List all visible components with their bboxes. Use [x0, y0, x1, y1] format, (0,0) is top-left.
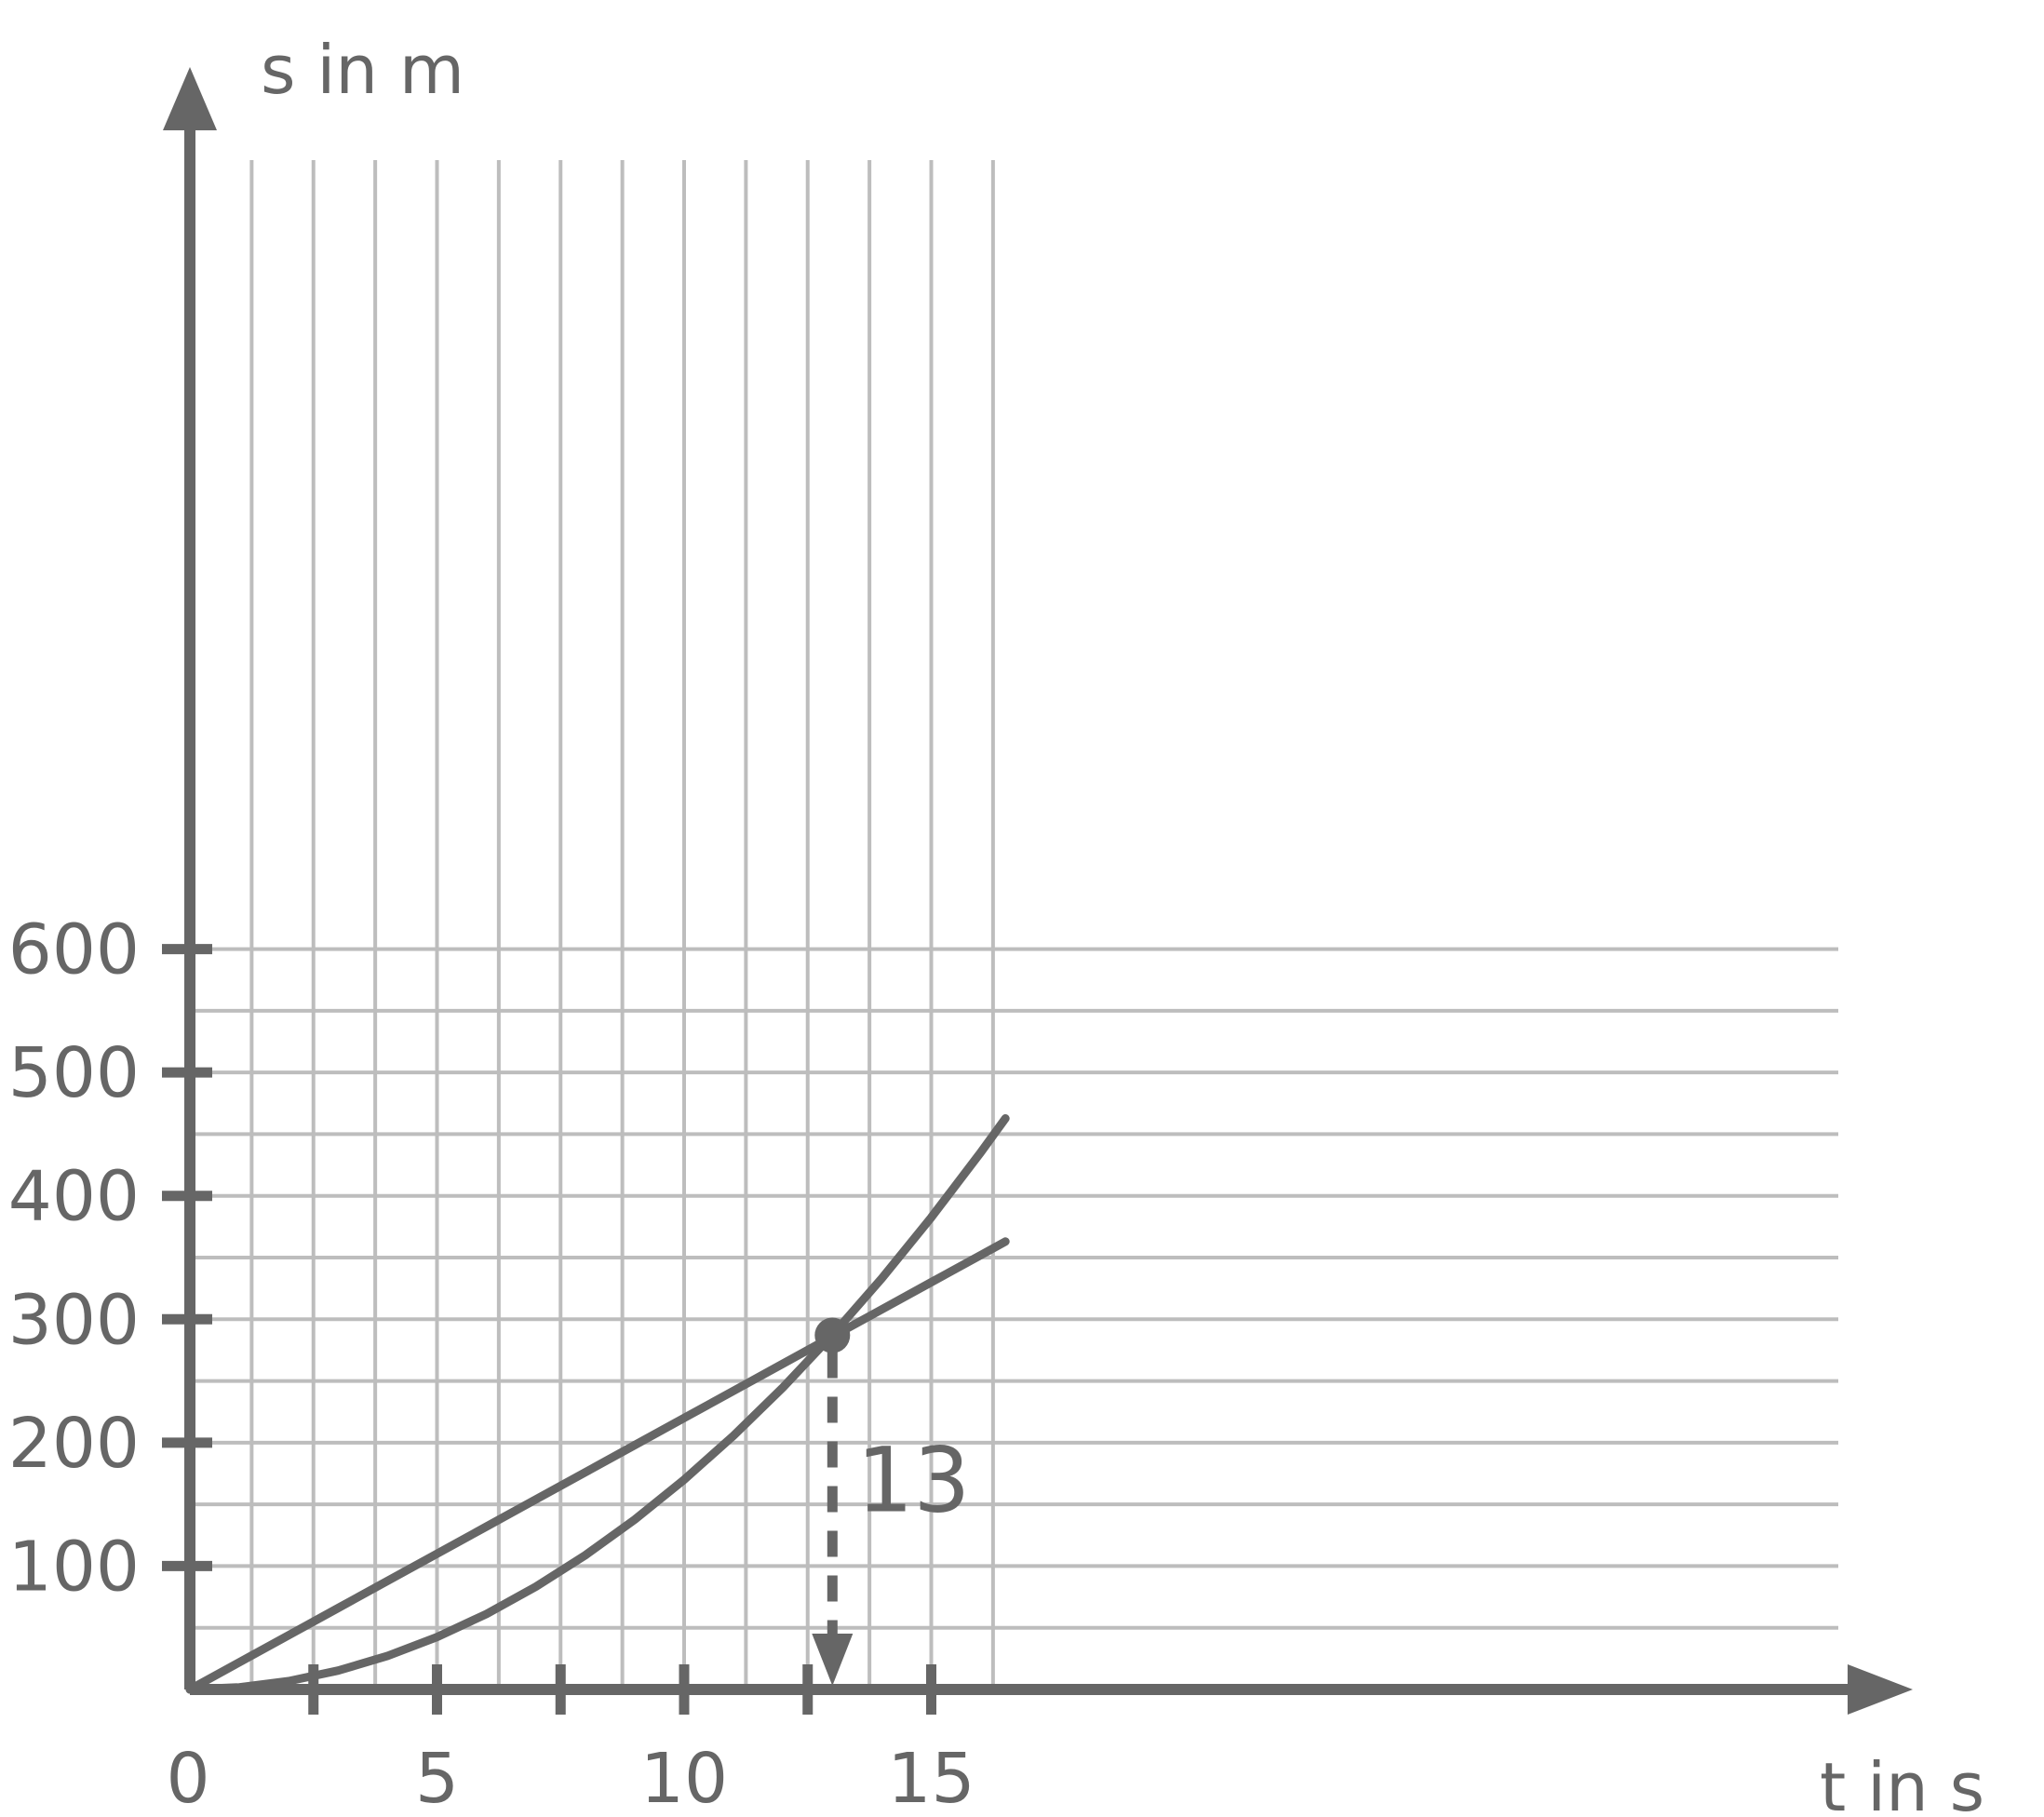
x-axis-arrow	[1848, 1664, 1913, 1715]
axis-labels: s in m t in s 100 200 300 400 500 600 0 5 10 15	[8, 31, 1984, 1817]
x-tick-label: 10	[640, 1739, 728, 1817]
y-tick-label: 400	[8, 1157, 140, 1237]
drop-line-arrow	[812, 1634, 854, 1686]
y-tick-label: 300	[8, 1280, 140, 1360]
y-tick-label: 500	[8, 1033, 140, 1113]
series-line-2	[185, 1114, 1010, 1694]
x-tick-label: 0	[166, 1739, 209, 1817]
y-tick-label: 100	[8, 1527, 140, 1607]
x-tick-label: 15	[887, 1739, 975, 1817]
annotations: 13	[812, 1317, 970, 1686]
intersection-label: 13	[856, 1429, 970, 1533]
y-axis-arrow	[163, 67, 217, 130]
intersection-point	[814, 1317, 851, 1353]
grid	[190, 160, 1838, 1689]
y-axis-title: s in m	[261, 31, 464, 109]
y-tick-label: 200	[8, 1404, 140, 1484]
series-line-1	[185, 1237, 1010, 1694]
x-axis-title: t in s	[1820, 1748, 1984, 1817]
axes	[162, 67, 1913, 1715]
x-tick-label: 5	[415, 1739, 459, 1817]
y-tick-label: 600	[8, 910, 140, 990]
series-group	[185, 1114, 1010, 1694]
